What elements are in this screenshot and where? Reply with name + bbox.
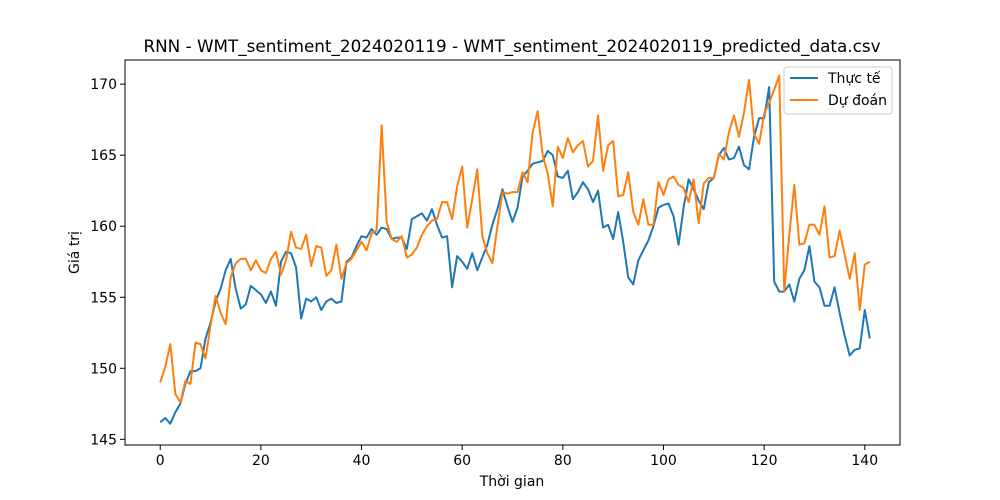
y-tick-label: 165	[90, 148, 117, 164]
x-tick-label: 60	[453, 453, 471, 469]
x-tick-label: 20	[252, 453, 270, 469]
x-axis-label: Thời gian	[479, 474, 545, 490]
series-line-actual	[159, 85, 871, 425]
x-tick-label: 40	[353, 453, 371, 469]
plot-area: 0 20 40 60 80 100 120 140 145 150 155 160 165 170	[90, 59, 901, 469]
legend-label-predicted: Dự đoán	[828, 93, 887, 109]
legend: Thực tế Dự đoán	[783, 66, 893, 115]
series-line-predicted	[159, 74, 871, 404]
x-tick-label: 140	[851, 453, 878, 469]
x-axis-ticks: 0 20 40 60 80 100 120 140	[156, 445, 878, 469]
y-tick-label: 150	[90, 361, 117, 377]
x-tick-label: 80	[554, 453, 572, 469]
y-tick-label: 155	[90, 290, 117, 306]
y-axis-ticks: 145 150 155 160 165 170	[90, 77, 125, 448]
y-tick-label: 160	[90, 219, 117, 235]
y-tick-label: 170	[90, 77, 117, 93]
x-tick-label: 100	[650, 453, 677, 469]
axes-frame	[124, 59, 901, 446]
x-tick-label: 0	[156, 453, 165, 469]
x-tick-label: 120	[751, 453, 778, 469]
chart-title: RNN - WMT_sentiment_2024020119 - WMT_sen…	[143, 36, 880, 57]
y-axis-label: Giá trị	[67, 231, 83, 274]
y-tick-label: 145	[90, 432, 117, 448]
legend-label-actual: Thực tế	[827, 70, 881, 87]
series-lines	[159, 74, 871, 425]
